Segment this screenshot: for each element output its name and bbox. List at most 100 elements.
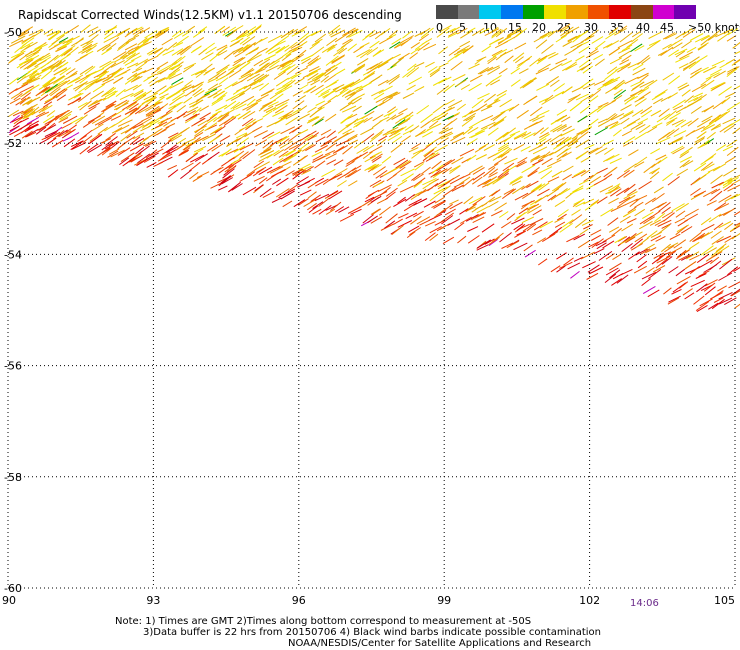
wind-barb [657,201,667,209]
wind-barb [587,108,598,117]
wind-barb [45,83,58,94]
wind-barb [192,28,206,38]
wind-barb [141,95,157,105]
wind-barb [607,217,619,226]
wind-barb [615,64,626,71]
wind-barb [456,27,468,35]
wind-barb [414,163,424,171]
wind-barb [627,206,637,214]
wind-barb [117,147,131,156]
wind-barb [689,71,700,79]
wind-barb [262,191,275,199]
wind-barb [652,265,666,273]
wind-barb [336,88,349,98]
wind-barb [510,67,520,75]
wind-barb [634,98,647,107]
wind-barb [389,41,401,49]
wind-barb [63,138,76,148]
wind-barb [709,68,722,76]
wind-barb [481,196,496,207]
wind-barb [128,153,142,163]
wind-barb [86,143,99,153]
wind-barb [560,136,572,146]
wind-barb [529,218,544,226]
wind-barb [710,230,722,239]
wind-barb [689,254,700,261]
wind-barb [325,64,336,72]
wind-barb [508,103,520,112]
wind-barb [79,100,92,111]
wind-barb [487,98,499,109]
wind-barb [192,81,203,89]
wind-barb [399,114,411,121]
wind-barb [653,186,664,194]
wind-barb [711,236,724,245]
wind-barb [308,205,319,214]
wind-barb [48,30,62,41]
wind-barb [574,218,588,229]
wind-barb [621,223,634,232]
wind-barb [99,60,112,68]
wind-barb [663,212,675,222]
wind-barb [288,124,303,135]
wind-barb [608,226,620,233]
wind-barb [195,135,209,143]
wind-barb [626,95,638,103]
wind-barb [460,173,471,180]
wind-map[interactable]: -50 -52 -54 -56 -58 -60 90 93 96 99 102 105 [2,23,740,607]
wind-barb [527,205,542,214]
wind-barb [142,67,154,74]
wind-barb [107,150,119,158]
wind-barb [35,126,47,135]
wind-barb [305,144,316,152]
wind-barb [53,51,66,61]
wind-barb [676,249,690,260]
wind-barb [516,210,531,219]
longitude-label: 99 [437,594,451,607]
wind-barb [537,188,550,197]
wind-barb [682,28,693,36]
wind-barb [245,118,256,127]
wind-barb [202,133,216,142]
wind-barb [379,36,393,45]
wind-barb [453,48,466,56]
wind-barb [348,139,359,145]
wind-barb [328,173,343,181]
wind-barb [194,131,204,139]
wind-barb [349,88,364,97]
wind-barb [612,129,622,137]
wind-barb [38,52,50,61]
wind-barb [331,54,346,63]
wind-barb [569,214,583,225]
wind-barb [126,27,138,36]
wind-barb [664,32,677,40]
wind-barb [658,202,671,212]
wind-barb [92,83,105,93]
wind-barb [609,76,620,83]
wind-barb [443,83,455,93]
wind-barb [407,225,420,233]
wind-barb [64,72,78,80]
wind-barb [228,69,242,78]
wind-barb [193,148,204,156]
wind-barb [605,30,618,40]
wind-barb [104,90,117,98]
wind-barb [614,81,626,90]
wind-barb [623,163,637,173]
wind-barb [657,219,672,227]
wind-barb [617,235,628,242]
wind-barb [168,67,180,76]
wind-barb [690,177,701,186]
wind-barb [306,76,321,84]
wind-barb [102,135,114,144]
wind-barb [70,140,84,148]
wind-barb [387,108,398,117]
wind-barb [711,181,724,189]
wind-barb [340,130,355,139]
wind-barb [608,197,619,205]
wind-barb [15,83,29,91]
wind-barb [190,69,203,77]
wind-barb [431,164,444,174]
wind-barb [716,235,732,243]
wind-barb [238,86,252,97]
